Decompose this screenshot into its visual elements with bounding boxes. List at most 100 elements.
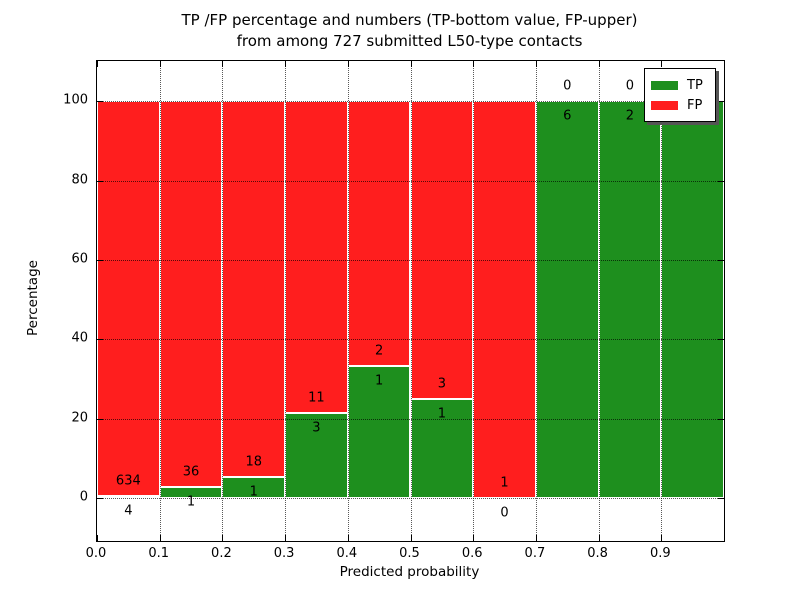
fp-count-label: 18 [245,454,263,470]
x-tick-label: 0.3 [273,546,295,561]
fp-bar-segment [159,101,223,488]
x-tick-label: 0.5 [399,546,420,561]
horizontal-gridline [97,101,724,103]
tp-count-label: 1 [186,494,196,510]
x-tick-mark-top [285,61,287,67]
tp-count-label: 1 [249,484,258,500]
x-tick-mark [222,535,224,541]
chart-title: TP /FP percentage and numbers (TP-bottom… [96,10,723,52]
fp-count-label: 0 [563,78,572,94]
tp-count-label: 3 [312,420,321,436]
y-tick-mark [97,259,103,261]
tp-bar-segment [347,365,411,499]
x-axis-label: Predicted probability [339,564,480,580]
x-tick-label: 0.1 [148,546,170,561]
tp-count-label: 6 [563,108,572,124]
x-tick-mark [473,535,475,541]
x-tick-label: 0.0 [85,546,107,561]
legend-item-fp: FP [651,95,709,115]
x-tick-mark-top [410,61,412,67]
y-tick-mark [97,418,103,420]
tp-bar-segment [97,495,160,499]
x-tick-mark [598,535,600,541]
plot-area: 6344361181113213110060203 TP FP [96,60,725,542]
vertical-gridline [285,61,287,541]
y-tick-mark-right [718,498,724,500]
horizontal-gridline [97,339,724,341]
y-tick-label: 80 [71,172,88,187]
x-tick-label: 0.8 [587,546,608,561]
x-tick-mark-top [598,61,600,67]
x-tick-mark [661,535,663,541]
y-tick-label: 100 [63,92,88,108]
x-tick-label: 0.2 [211,546,232,561]
vertical-gridline [598,61,600,541]
tp-bar-segment [661,101,724,499]
tp-legend-swatch [651,80,678,90]
y-tick-label: 60 [71,251,88,267]
tp-count-label: 1 [375,373,384,389]
horizontal-gridline [97,259,724,261]
x-tick-mark [159,535,161,541]
fp-legend-swatch [651,100,678,110]
tp-legend-label: TP [687,77,703,93]
fp-count-label: 0 [625,78,635,94]
fp-bar-segment [347,101,411,366]
x-tick-mark [410,535,412,541]
fp-legend-label: FP [687,97,703,113]
fp-bar-segment [285,101,348,414]
fp-bar-segment [410,101,474,399]
y-tick-label: 40 [71,330,88,346]
chart-title-line1: TP /FP percentage and numbers (TP-bottom… [181,11,638,29]
x-tick-label: 0.9 [649,546,671,561]
fp-count-label: 11 [308,390,325,406]
x-tick-mark-top [222,61,224,67]
x-tick-mark [347,535,349,541]
x-tick-label: 0.6 [461,546,483,561]
fp-bar-segment [97,101,160,496]
x-tick-mark-top [661,61,663,67]
vertical-gridline [535,61,537,541]
x-tick-mark-top [535,61,537,67]
y-tick-mark-right [718,259,724,261]
tp-bar-segment [598,101,662,499]
tp-bar-segment [535,101,599,499]
horizontal-gridline [97,418,724,420]
fp-bar-segment [473,101,536,499]
x-tick-mark [535,535,537,541]
fp-count-label: 634 [115,473,141,489]
y-tick-mark [97,101,103,103]
x-tick-mark-top [159,61,161,67]
tp-bar-segment [410,398,474,499]
x-tick-label: 0.7 [524,546,546,561]
vertical-gridline [347,61,349,541]
y-tick-mark-right [718,180,724,182]
vertical-gridline [222,61,224,541]
tp-bar-segment [285,413,348,499]
vertical-gridline [473,61,475,541]
fp-bar-segment [222,101,286,478]
x-tick-mark-top [473,61,475,67]
x-tick-mark-top [97,61,98,67]
y-tick-mark-right [718,101,724,103]
tp-count-label: 1 [437,406,446,422]
y-tick-mark-right [718,418,724,420]
legend-item-tp: TP [651,75,709,95]
y-tick-mark [97,339,103,341]
horizontal-gridline [97,498,724,500]
x-tick-mark [285,535,287,541]
y-tick-mark [97,498,103,500]
fp-count-label: 3 [437,376,446,392]
chart-title-line2: from among 727 submitted L50-type contac… [236,32,583,50]
tp-count-label: 0 [500,505,509,521]
x-tick-mark [97,535,98,541]
y-tick-label: 20 [71,410,88,426]
y-tick-label: 0 [79,489,88,505]
fp-count-label: 1 [500,475,509,491]
legend: TP FP [644,68,716,122]
horizontal-gridline [97,180,724,182]
y-tick-mark [97,180,103,182]
tp-count-label: 2 [625,108,635,124]
y-tick-mark-right [718,339,724,341]
